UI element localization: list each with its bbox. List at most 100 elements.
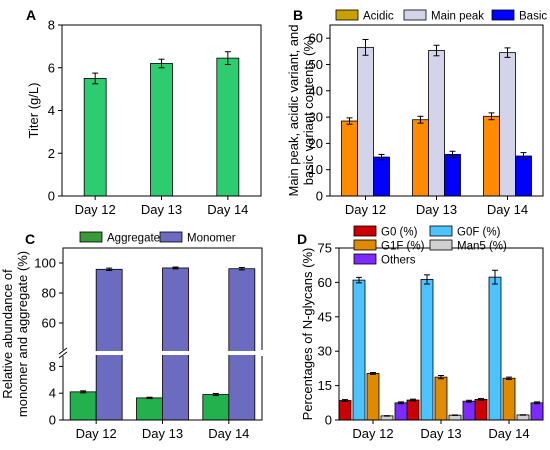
panel-b-ytick-label: 60 [309,31,323,46]
panel-b-xtick-label: Day 14 [487,202,528,217]
panel-c-break-mark [58,347,68,355]
panel-b-legend-swatch [403,9,427,21]
panel-b-legend-label: Main peak [431,11,484,23]
panel-d-bar [530,402,544,421]
panel-b-bar [483,115,500,197]
panel-d-bar [366,373,380,421]
panel-c-axis-upper [62,247,263,350]
panel-d-legend-label: Man5 (%) [457,241,507,253]
panel-a-ytick-label: 0 [48,189,55,204]
panel-d-bar [434,376,448,421]
panel-d-xtick-label: Day 13 [420,426,461,441]
panel-c-ytick-label: 0 [49,413,56,428]
panel-d-legend-swatch [429,239,453,251]
panel-d-label: D [297,231,307,247]
panel-c-bar [202,394,230,421]
panel-d-bar [338,400,352,421]
panel-d-bar [474,398,488,421]
panel-c-ytick-label: 4 [49,386,56,401]
panel-d-bar [462,400,476,421]
panel-d-bar [352,279,366,421]
panel-c-xtick-label: Day 12 [76,426,117,441]
panel-a-xtick-label: Day 12 [75,202,116,217]
panel-d-ylabel: Percentages of N-glycans (%) [300,248,315,421]
panel-d-bar [516,414,530,421]
panel-b-bar [515,155,532,197]
panel-b-ytick-label: 30 [309,110,323,125]
panel-d-legend-swatch [353,239,377,251]
panel-b-ytick-label: 50 [309,57,323,72]
panel-b-ylabel: basic variant contents (%) [301,36,316,186]
panel-b-bar [444,154,461,197]
panel-d-ytick-label: 45 [318,309,332,324]
panel-c-bar [69,391,97,421]
panel-c-ytick-label: 60 [42,316,56,331]
panel-b-bar [428,50,445,197]
panel-d-ytick-label: 30 [318,344,332,359]
panel-d-ytick-label: 75 [318,241,332,256]
panel-a-ytick-label: 8 [48,18,55,33]
panel-c-ytick-label: 100 [34,256,56,271]
panel-c-bar [95,268,123,421]
panel-b-legend-label: Acidic [363,11,394,23]
panel-a-bar [150,63,173,197]
panel-d-bar [502,377,516,421]
panel-a-bar [216,57,240,197]
panel-c-legend-label: Monomer [187,233,236,245]
panel-b-ytick-label: 0 [316,189,323,204]
panel-d-legend-label: G0F (%) [457,227,501,239]
panel-a-ytick-label: 4 [48,103,55,118]
panel-b-ytick-label: 20 [309,136,323,151]
panel-b-xtick-label: Day 13 [416,202,457,217]
panel-a-ytick-label: 2 [48,146,55,161]
panel-d-legend-swatch [353,253,377,265]
panel-d-bar [488,276,502,421]
panel-b-bar [499,52,516,197]
panel-d-legend-label: Others [381,255,416,267]
panel-d-bar [406,399,420,421]
panel-c-label: C [25,231,35,247]
panel-c-legend-swatch [79,231,103,243]
panel-b-bar [373,156,390,197]
panel-b-legend-swatch [491,9,515,21]
panel-b-bar [341,120,358,197]
panel-c-ytick-label: 80 [42,286,56,301]
panel-a-label: A [26,7,36,23]
panel-d-legend-swatch [353,225,377,237]
panel-c-bar [162,267,189,421]
panel-c-ylabel: Relative abundance of [0,269,15,399]
panel-c-bar [136,397,163,421]
panel-b-legend-swatch [335,9,359,21]
panel-d-bar [420,279,434,421]
panel-b-bar [412,119,429,197]
panel-c-bar [228,268,256,421]
panel-d-ytick-label: 0 [325,413,332,428]
panel-b-ytick-label: 10 [309,162,323,177]
panel-d-legend-label: G1F (%) [381,241,425,253]
panel-a-xtick-label: Day 14 [207,202,248,217]
panel-a-xtick-label: Day 13 [141,202,182,217]
panel-b-label: B [293,7,303,23]
panel-c-legend-swatch [159,231,183,243]
panel-c-ytick-label: 8 [49,359,56,374]
panel-a-bar [83,78,107,197]
panel-c-xtick-label: Day 14 [208,426,249,441]
panel-d-ytick-label: 15 [318,378,332,393]
panel-d-bar [394,402,408,421]
panel-b-legend-label: Basic [519,11,547,23]
panel-b-ytick-label: 40 [309,83,323,98]
panel-b-xtick-label: Day 12 [345,202,386,217]
panel-c-legend-label: Aggregate [107,233,160,245]
panel-d-xtick-label: Day 14 [488,426,529,441]
panel-c-break-band [64,351,261,355]
panel-d-xtick-label: Day 12 [352,426,393,441]
panel-b-ylabel: Main peak, acidic variant, and [286,25,301,197]
panel-a-ylabel: Titer (g/L) [26,83,41,139]
panel-c-ylabel: monomer and aggregate (%) [15,251,30,417]
panel-c-xtick-label: Day 13 [142,426,183,441]
panel-a-ytick-label: 6 [48,60,55,75]
panel-d-legend-swatch [429,225,453,237]
panel-b-bar [357,46,374,197]
